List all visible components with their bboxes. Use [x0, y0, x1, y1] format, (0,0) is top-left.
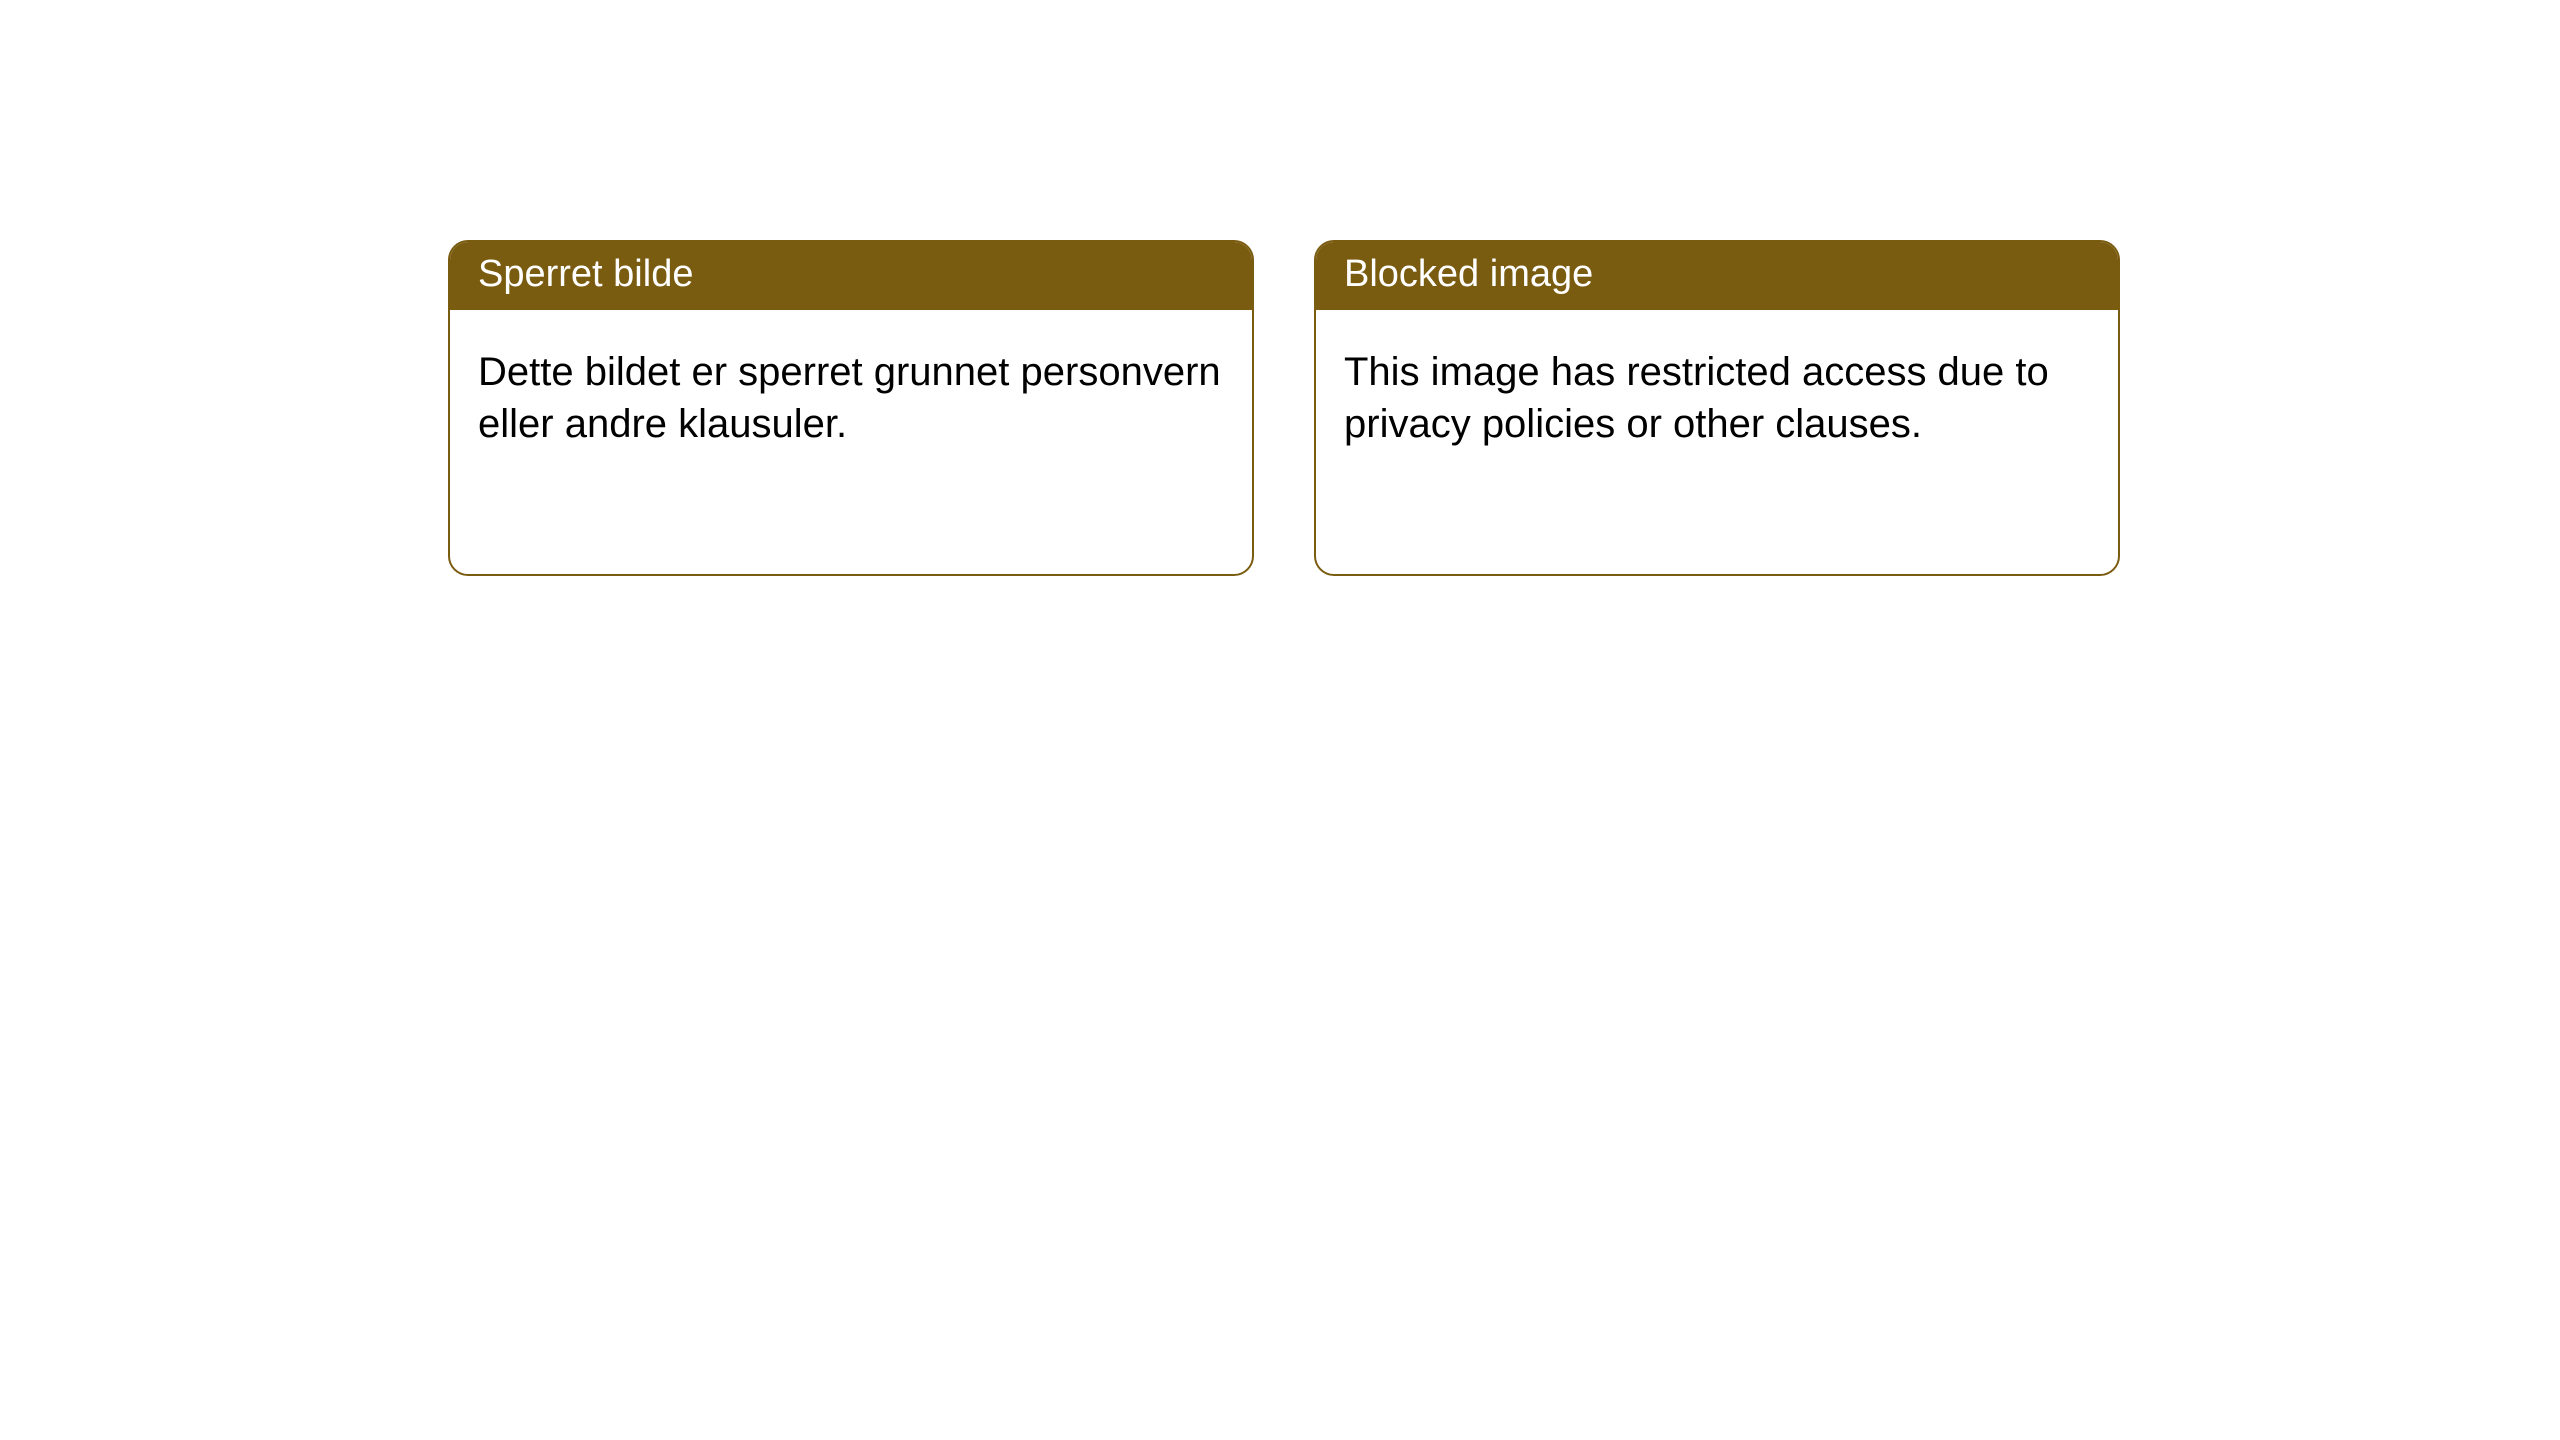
blocked-image-card-norwegian: Sperret bilde Dette bildet er sperret gr… — [448, 240, 1254, 576]
card-body-norwegian: Dette bildet er sperret grunnet personve… — [450, 310, 1252, 486]
blocked-image-card-english: Blocked image This image has restricted … — [1314, 240, 2120, 576]
notice-container: Sperret bilde Dette bildet er sperret gr… — [0, 0, 2560, 576]
card-body-english: This image has restricted access due to … — [1316, 310, 2118, 486]
card-title-english: Blocked image — [1316, 242, 2118, 310]
card-title-norwegian: Sperret bilde — [450, 242, 1252, 310]
